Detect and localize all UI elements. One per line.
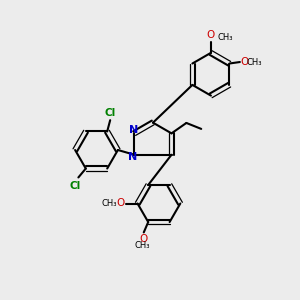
- Text: Cl: Cl: [70, 181, 81, 191]
- Text: N: N: [128, 152, 138, 161]
- Text: CH₃: CH₃: [246, 58, 262, 67]
- Text: O: O: [140, 234, 148, 244]
- Text: O: O: [207, 30, 215, 40]
- Text: Cl: Cl: [104, 108, 116, 118]
- Text: O: O: [116, 199, 125, 208]
- Text: N: N: [129, 125, 139, 135]
- Text: CH₃: CH₃: [218, 33, 233, 42]
- Text: O: O: [240, 57, 248, 67]
- Text: CH₃: CH₃: [101, 199, 117, 208]
- Text: CH₃: CH₃: [134, 241, 150, 250]
